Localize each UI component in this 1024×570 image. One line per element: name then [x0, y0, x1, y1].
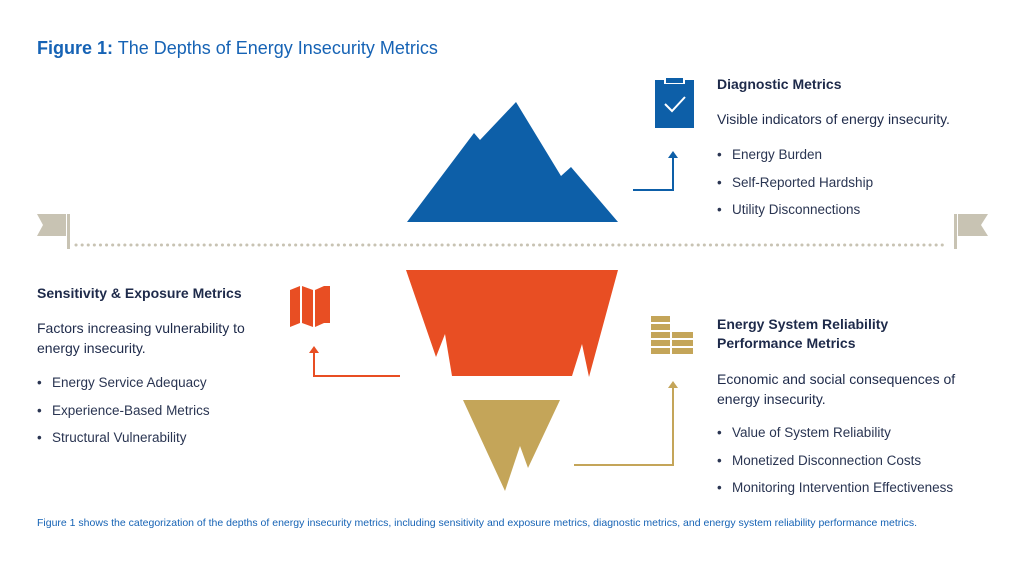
- figure-title: Figure 1: The Depths of Energy Insecurit…: [37, 38, 438, 59]
- reliability-subtitle-line: energy insecurity.: [717, 391, 826, 407]
- iceberg-middle: [406, 270, 618, 377]
- figure-title-text: The Depths of Energy Insecurity Metrics: [117, 38, 438, 58]
- diagnostic-connector-arrow: [633, 151, 678, 191]
- reliability-title-line: Energy System Reliability: [717, 316, 889, 332]
- reliability-list: Value of System Reliability Monetized Di…: [717, 424, 953, 507]
- diagnostic-title: Diagnostic Metrics: [717, 76, 842, 92]
- clipboard-check-icon: [655, 76, 694, 128]
- left-flag-icon: [37, 214, 70, 249]
- list-item: Structural Vulnerability: [37, 429, 210, 457]
- reliability-subtitle-line: Economic and social consequences of: [717, 371, 956, 387]
- diagnostic-list: Energy Burden Self-Reported Hardship Uti…: [717, 146, 873, 229]
- reliability-title-line: Performance Metrics: [717, 335, 856, 351]
- right-flag-icon: [954, 214, 988, 249]
- list-item: Utility Disconnections: [717, 201, 873, 229]
- stacked-bars-icon: [651, 316, 693, 354]
- reliability-subtitle: Economic and social consequences of ener…: [717, 369, 955, 409]
- sensitivity-subtitle: Factors increasing vulnerability to ener…: [37, 318, 245, 358]
- reliability-title: Energy System Reliability Performance Me…: [717, 315, 888, 353]
- list-item: Value of System Reliability: [717, 424, 953, 452]
- sensitivity-subtitle-line: energy insecurity.: [37, 340, 146, 356]
- sensitivity-list: Energy Service Adequacy Experience-Based…: [37, 374, 210, 457]
- list-item: Monitoring Intervention Effectiveness: [717, 479, 953, 507]
- figure-label: Figure 1:: [37, 38, 114, 58]
- sensitivity-subtitle-line: Factors increasing vulnerability to: [37, 320, 245, 336]
- reliability-connector-arrow: [574, 381, 678, 466]
- list-item: Monetized Disconnection Costs: [717, 452, 953, 480]
- list-item: Experience-Based Metrics: [37, 402, 210, 430]
- list-item: Energy Burden: [717, 146, 873, 174]
- iceberg-bottom: [463, 400, 560, 491]
- diagnostic-subtitle: Visible indicators of energy insecurity.: [717, 111, 950, 127]
- map-icon: [290, 286, 330, 327]
- list-item: Self-Reported Hardship: [717, 174, 873, 202]
- sensitivity-connector-arrow: [309, 346, 400, 377]
- iceberg-top: [407, 102, 618, 222]
- figure-caption: Figure 1 shows the categorization of the…: [37, 517, 918, 529]
- sensitivity-title: Sensitivity & Exposure Metrics: [37, 285, 242, 301]
- list-item: Energy Service Adequacy: [37, 374, 210, 402]
